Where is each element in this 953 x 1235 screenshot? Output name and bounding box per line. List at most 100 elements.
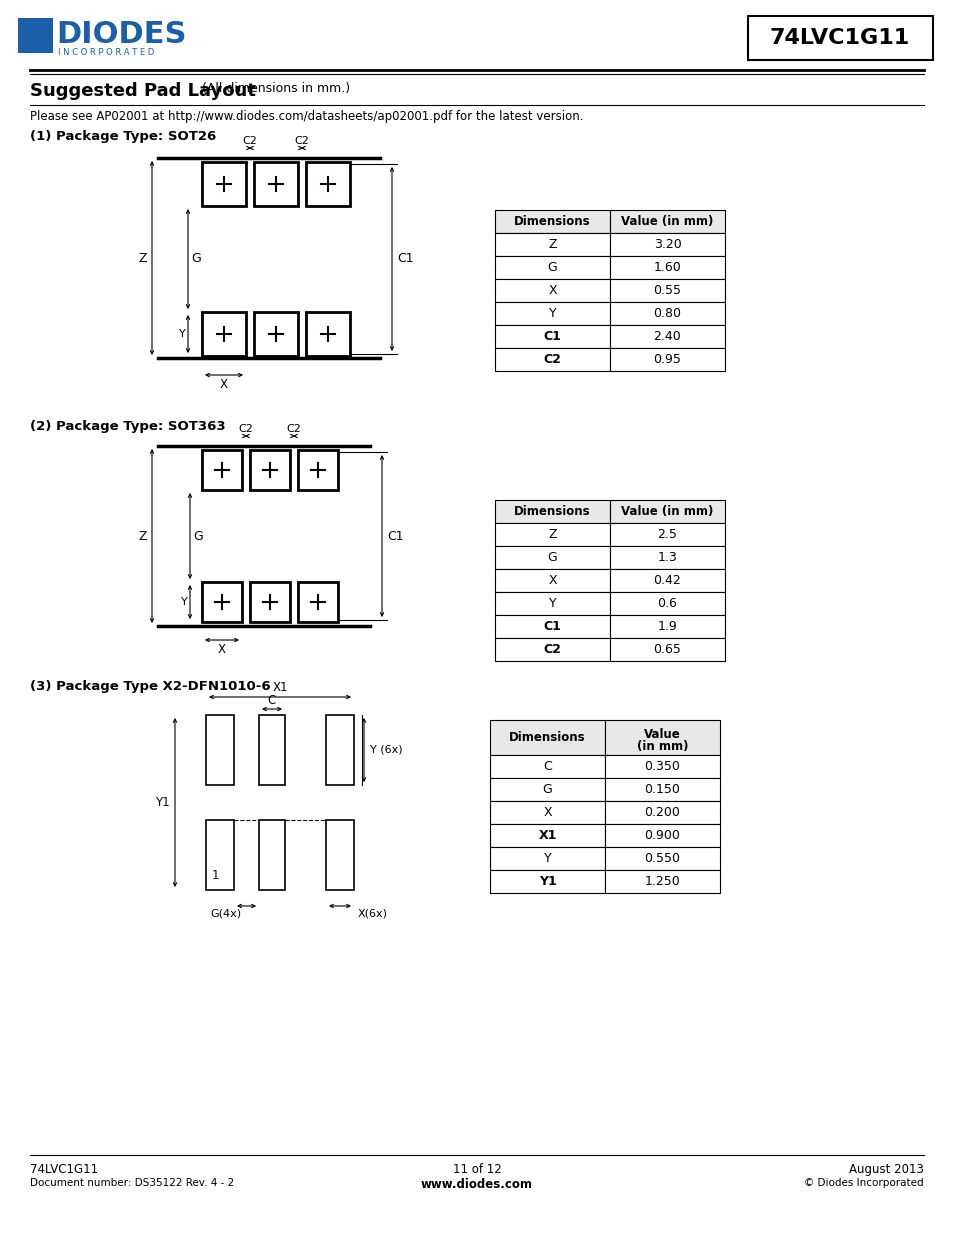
Bar <box>202 312 246 356</box>
Bar <box>490 778 604 802</box>
Bar <box>202 450 242 490</box>
Bar <box>495 569 609 592</box>
Text: 0.6: 0.6 <box>657 597 677 610</box>
Text: 0.200: 0.200 <box>644 806 679 819</box>
Text: C2: C2 <box>286 424 301 433</box>
Bar <box>609 279 724 303</box>
Text: X: X <box>548 284 557 296</box>
Text: C1: C1 <box>543 620 561 634</box>
Bar <box>495 325 609 348</box>
Text: 1.9: 1.9 <box>657 620 677 634</box>
Text: Y1: Y1 <box>538 876 556 888</box>
Bar <box>495 279 609 303</box>
Text: 0.42: 0.42 <box>653 574 680 587</box>
Text: Y: Y <box>548 308 556 320</box>
Bar <box>250 450 290 490</box>
Text: (2) Package Type: SOT363: (2) Package Type: SOT363 <box>30 420 226 433</box>
Bar <box>326 820 354 890</box>
Bar <box>202 162 246 206</box>
Bar <box>604 755 720 778</box>
Bar <box>202 582 242 622</box>
Bar <box>495 303 609 325</box>
Text: G: G <box>542 783 552 797</box>
Text: X: X <box>542 806 551 819</box>
Text: 0.95: 0.95 <box>653 353 680 366</box>
Text: 0.350: 0.350 <box>644 760 679 773</box>
Bar <box>206 820 233 890</box>
Bar <box>604 824 720 847</box>
Text: G: G <box>547 551 557 564</box>
Text: www.diodes.com: www.diodes.com <box>420 1178 533 1191</box>
Text: (All dimensions in mm.): (All dimensions in mm.) <box>198 82 350 95</box>
Text: 74LVC1G11: 74LVC1G11 <box>30 1163 98 1176</box>
Text: 2.40: 2.40 <box>653 330 680 343</box>
Bar <box>258 715 285 785</box>
Text: 2.5: 2.5 <box>657 529 677 541</box>
Text: C2: C2 <box>543 353 561 366</box>
Text: August 2013: August 2013 <box>848 1163 923 1176</box>
Text: Y: Y <box>179 329 186 338</box>
Text: 0.55: 0.55 <box>653 284 680 296</box>
Bar <box>609 546 724 569</box>
Bar <box>495 592 609 615</box>
Text: C: C <box>268 694 275 706</box>
Text: C1: C1 <box>543 330 561 343</box>
Text: C: C <box>542 760 551 773</box>
Bar <box>495 638 609 661</box>
Text: Y: Y <box>181 597 188 606</box>
Text: X: X <box>548 574 557 587</box>
Bar <box>747 16 932 61</box>
Bar <box>253 162 297 206</box>
Text: G(4x): G(4x) <box>210 909 241 919</box>
Bar <box>609 500 724 522</box>
Text: G: G <box>547 261 557 274</box>
Bar <box>206 715 233 785</box>
Text: Z: Z <box>138 530 147 542</box>
Bar <box>495 233 609 256</box>
Bar <box>604 802 720 824</box>
Text: C2: C2 <box>238 424 253 433</box>
Text: C1: C1 <box>387 530 403 542</box>
Text: X(6x): X(6x) <box>357 909 388 919</box>
Bar <box>495 210 609 233</box>
Text: Z: Z <box>548 238 557 251</box>
Text: Please see AP02001 at http://www.diodes.com/datasheets/ap02001.pdf for the lates: Please see AP02001 at http://www.diodes.… <box>30 110 583 124</box>
Text: 0.80: 0.80 <box>653 308 680 320</box>
Text: X: X <box>218 643 226 656</box>
Bar <box>609 592 724 615</box>
Text: Document number: DS35122 Rev. 4 - 2: Document number: DS35122 Rev. 4 - 2 <box>30 1178 234 1188</box>
Bar <box>609 522 724 546</box>
Text: Y: Y <box>548 597 556 610</box>
Text: Z: Z <box>138 252 147 264</box>
Text: (1) Package Type: SOT26: (1) Package Type: SOT26 <box>30 130 216 143</box>
Bar <box>495 256 609 279</box>
Text: Y1: Y1 <box>155 797 170 809</box>
Bar <box>326 715 354 785</box>
Bar <box>495 348 609 370</box>
Bar <box>495 522 609 546</box>
Bar <box>490 847 604 869</box>
Text: Value: Value <box>643 727 680 741</box>
Bar <box>609 303 724 325</box>
Text: Value (in mm): Value (in mm) <box>620 505 713 517</box>
Bar <box>490 824 604 847</box>
Bar <box>490 720 604 755</box>
Text: 1.250: 1.250 <box>644 876 679 888</box>
Text: 0.550: 0.550 <box>644 852 679 864</box>
Bar <box>604 847 720 869</box>
Text: Z: Z <box>548 529 557 541</box>
Text: 0.900: 0.900 <box>644 829 679 842</box>
Bar <box>490 869 604 893</box>
Bar <box>490 755 604 778</box>
Text: Suggested Pad Layout: Suggested Pad Layout <box>30 82 255 100</box>
Bar <box>297 450 337 490</box>
Text: DIODES: DIODES <box>56 20 186 49</box>
Text: © Diodes Incorporated: © Diodes Incorporated <box>803 1178 923 1188</box>
Text: C2: C2 <box>294 136 309 146</box>
Bar <box>306 162 350 206</box>
Text: C1: C1 <box>396 252 414 266</box>
Text: (in mm): (in mm) <box>636 740 687 753</box>
Bar <box>609 569 724 592</box>
Bar <box>609 615 724 638</box>
Bar <box>604 869 720 893</box>
